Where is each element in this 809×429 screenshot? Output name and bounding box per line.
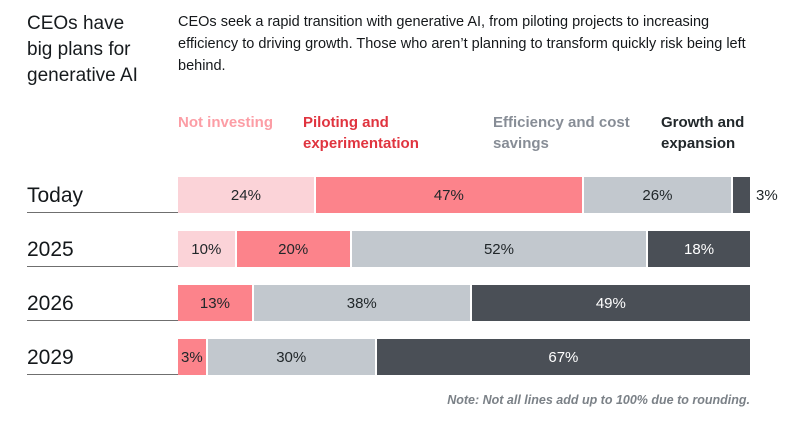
bar-segment-not_investing: 10%	[178, 231, 235, 267]
segment-value-label: 30%	[276, 348, 307, 366]
row-label: 2025	[27, 231, 178, 267]
bar-segment-piloting: 3%	[178, 339, 206, 375]
chart-row-2029: 2029 3% 30% 67%	[0, 339, 809, 375]
segment-value-label: 20%	[278, 240, 309, 258]
chart-row-2025: 2025 10% 20% 52% 18%	[0, 231, 809, 267]
segment-value-label: 10%	[191, 240, 222, 258]
bar-segment-efficiency: 52%	[351, 231, 647, 267]
row-label: Today	[27, 177, 178, 213]
segment-value-label: 3%	[181, 348, 203, 366]
segment-value-label: 18%	[684, 240, 715, 258]
stacked-bar: 10% 20% 52% 18%	[178, 231, 750, 267]
page-title: CEOs have big plans for generative AI	[27, 13, 138, 86]
header: CEOs have big plans for generative AI CE…	[0, 0, 809, 89]
bar-segment-growth: 49%	[471, 285, 750, 321]
page-description: CEOs seek a rapid transition with genera…	[178, 14, 746, 74]
legend-item-piloting: Piloting and experimentation	[303, 114, 419, 152]
bar-segment-piloting: 20%	[236, 231, 350, 267]
segment-value-label: 49%	[595, 294, 626, 312]
stacked-bar: 24% 47% 26%	[178, 177, 750, 213]
bar-segment-piloting: 13%	[178, 285, 252, 321]
legend-item-efficiency: Efficiency and cost savings	[493, 114, 630, 152]
chart-row-2026: 2026 13% 38% 49%	[0, 285, 809, 321]
bar-segment-efficiency: 38%	[253, 285, 470, 321]
row-label: 2029	[27, 339, 178, 375]
bar-segment-growth: 18%	[648, 231, 750, 267]
chart-note: Note: Not all lines add up to 100% due t…	[447, 393, 750, 407]
chart-row-today: Today 24% 47% 26% 3%	[0, 177, 809, 213]
row-label: 2026	[27, 285, 178, 321]
stacked-bar: 3% 30% 67%	[178, 339, 750, 375]
bar-segment-not_investing: 24%	[178, 177, 314, 213]
segment-value-label: 24%	[230, 186, 261, 204]
legend-item-growth: Growth and expansion	[661, 114, 745, 152]
stacked-bar: 13% 38% 49%	[178, 285, 750, 321]
segment-value-label: 38%	[346, 294, 377, 312]
segment-value-label: 26%	[642, 186, 673, 204]
bar-segment-growth	[733, 177, 750, 213]
bar-segment-piloting: 47%	[315, 177, 582, 213]
legend-item-not-investing: Not investing	[178, 114, 274, 131]
segment-value-label: 47%	[433, 186, 464, 204]
bar-segment-efficiency: 30%	[207, 339, 375, 375]
segment-value-label-outside: 3%	[756, 186, 778, 204]
segment-value-label: 52%	[483, 240, 514, 258]
segment-value-label: 67%	[548, 348, 579, 366]
legend: Not investing Piloting and experimentati…	[178, 112, 809, 154]
bar-segment-efficiency: 26%	[583, 177, 732, 213]
chart-rows: Today 24% 47% 26% 3% 2025 10% 20% 52% 18% 2026 13% 3…	[0, 177, 809, 375]
segment-value-label: 13%	[199, 294, 230, 312]
bar-segment-growth: 67%	[376, 339, 750, 375]
